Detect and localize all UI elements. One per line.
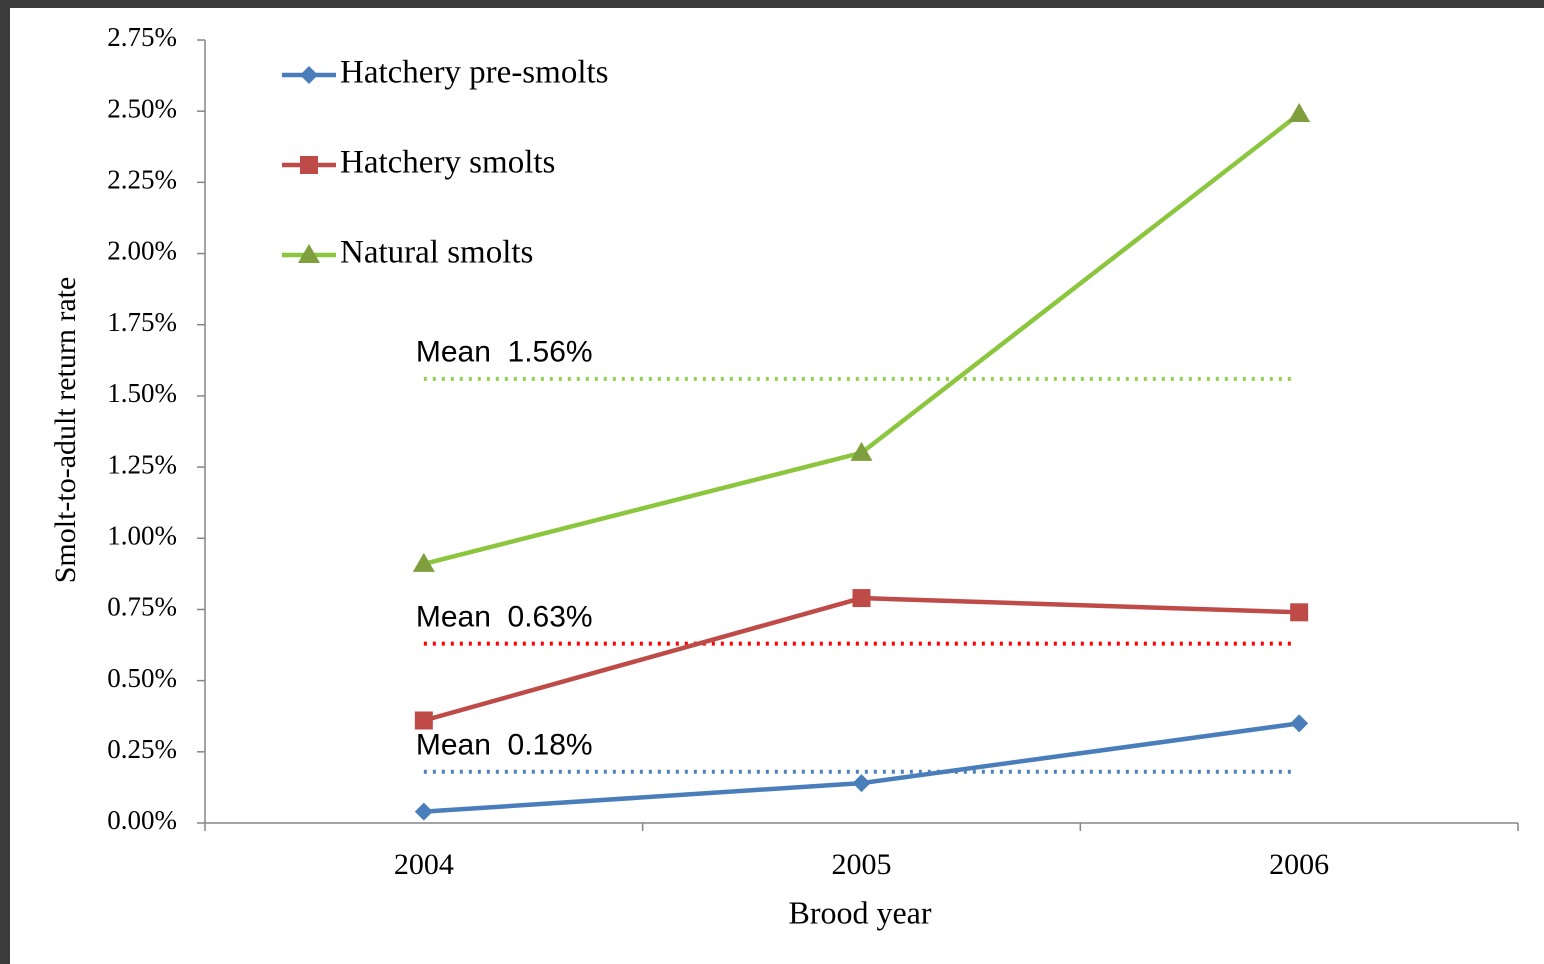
y-tick-label: 1.25% bbox=[107, 449, 177, 479]
data-point bbox=[852, 774, 871, 793]
legend-label: Natural smolts bbox=[340, 235, 533, 271]
y-tick-label: 0.25% bbox=[107, 734, 177, 764]
y-tick-label: 1.00% bbox=[107, 520, 177, 550]
y-tick-label: 1.75% bbox=[107, 307, 177, 337]
y-tick-label: 0.75% bbox=[107, 592, 177, 622]
legend-marker bbox=[300, 156, 318, 174]
legend-label: Hatchery smolts bbox=[340, 145, 555, 181]
y-tick-label: 2.25% bbox=[107, 165, 177, 195]
x-tick-label: 2006 bbox=[1269, 848, 1329, 881]
y-tick-label: 2.00% bbox=[107, 236, 177, 266]
x-tick-label: 2004 bbox=[394, 848, 454, 881]
data-point bbox=[1290, 714, 1309, 733]
y-tick-label: 2.50% bbox=[107, 93, 177, 123]
data-point bbox=[1290, 603, 1309, 622]
data-point bbox=[852, 589, 871, 608]
legend-marker bbox=[298, 244, 320, 263]
data-point bbox=[1288, 103, 1311, 123]
legend-label: Hatchery pre-smolts bbox=[340, 55, 609, 91]
chart-background bbox=[10, 8, 1544, 964]
data-point bbox=[850, 441, 873, 461]
x-axis-title: Brood year bbox=[788, 894, 931, 930]
mean-label: Mean 0.18% bbox=[416, 729, 593, 762]
y-tick-label: 0.00% bbox=[107, 805, 177, 835]
y-axis-title: Smolt-to-adult return rate bbox=[49, 277, 82, 584]
data-point bbox=[414, 802, 433, 821]
data-point bbox=[414, 711, 433, 730]
y-tick-label: 1.50% bbox=[107, 378, 177, 408]
mean-label: Mean 1.56% bbox=[416, 336, 593, 369]
mean-label: Mean 0.63% bbox=[416, 601, 593, 634]
y-tick-label: 2.75% bbox=[107, 22, 177, 52]
data-point bbox=[412, 552, 435, 572]
legend-marker bbox=[300, 66, 318, 84]
y-tick-label: 0.50% bbox=[107, 663, 177, 693]
x-tick-label: 2005 bbox=[832, 848, 892, 881]
